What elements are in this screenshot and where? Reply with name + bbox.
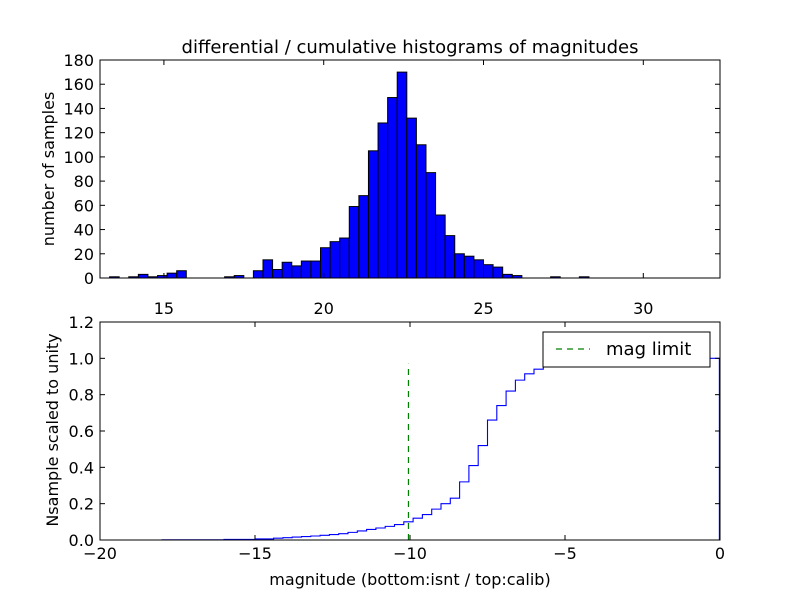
y-tick-label: 180 [63, 51, 94, 70]
y-tick-label: 0.8 [69, 386, 94, 405]
y-tick-label: 0.0 [69, 531, 94, 550]
y-tick-label: 100 [63, 148, 94, 167]
x-tick-label: 15 [154, 299, 174, 318]
histogram-bar [396, 71, 408, 279]
top-axis-ticks: 0 20 40 60 80 100 120 140 160 180 15 20 25 30 [63, 51, 720, 318]
y-tick-label: 1.0 [69, 349, 94, 368]
bottom-axis-ticks: 0.0 0.2 0.4 0.6 0.8 1.0 1.2 −20 −15 −10 −5 0 [69, 313, 726, 563]
histogram-bar [435, 214, 446, 279]
histogram-bar [367, 150, 379, 279]
x-tick-label: 25 [473, 299, 493, 318]
legend-label-mag-limit: mag limit [606, 339, 691, 360]
x-tick-label: −20 [83, 544, 117, 563]
histogram-bar [176, 270, 187, 279]
histogram-bar [310, 260, 322, 279]
x-tick-label: −10 [393, 544, 427, 563]
histogram-bar [377, 122, 389, 279]
bottom-x-axis-label: magnitude (bottom:isnt / top:calib) [269, 570, 550, 589]
y-tick-label: 0.2 [69, 495, 94, 514]
histogram-bar [329, 241, 341, 279]
y-tick-label: 40 [74, 221, 94, 240]
histogram-bar [320, 247, 331, 279]
y-tick-label: 20 [74, 245, 94, 264]
histogram-bar [387, 97, 398, 279]
histogram-bar [463, 255, 475, 279]
histogram-bar [473, 259, 485, 279]
histogram-bar [137, 273, 149, 279]
y-tick-label: 80 [74, 172, 94, 191]
y-tick-label: 0 [84, 269, 94, 288]
x-tick-label: 0 [715, 544, 725, 563]
histogram-bar [281, 261, 293, 279]
histogram-bar [252, 270, 264, 279]
histogram-bar [339, 237, 350, 279]
histogram-bar [425, 172, 437, 279]
y-tick-label: 160 [63, 75, 94, 94]
x-tick-label: −15 [238, 544, 272, 563]
histogram-bar [406, 117, 417, 279]
x-tick-label: 20 [314, 299, 334, 318]
histogram-bar [492, 266, 504, 279]
y-tick-label: 0.4 [69, 458, 94, 477]
x-tick-label: −5 [553, 544, 577, 563]
legend: mag limit [542, 331, 711, 368]
top-plot-frame [99, 59, 721, 279]
top-y-axis-label: number of samples [39, 92, 58, 247]
histogram-bar [300, 260, 312, 279]
y-tick-label: 140 [63, 99, 94, 118]
histogram-bar [348, 206, 360, 279]
y-tick-label: 0.6 [69, 422, 94, 441]
histogram-bar [454, 253, 465, 279]
histogram-bar [262, 259, 274, 279]
histogram-bar [502, 273, 513, 279]
y-tick-label: 60 [74, 196, 94, 215]
histogram-bar [444, 235, 456, 279]
histogram-bar [166, 272, 178, 279]
histogram-bar [358, 195, 369, 279]
histogram-bar [291, 265, 302, 279]
y-tick-label: 120 [63, 124, 94, 143]
histogram-bar [272, 269, 283, 279]
chart-title: differential / cumulative histograms of … [182, 37, 639, 58]
x-tick-label: 30 [633, 299, 653, 318]
bottom-plot-frame [99, 321, 721, 541]
y-tick-label: 1.2 [69, 313, 94, 332]
bottom-y-axis-label: Nsample scaled to unity [43, 333, 62, 526]
histogram-bar [483, 264, 494, 279]
histogram-bar [415, 144, 427, 279]
